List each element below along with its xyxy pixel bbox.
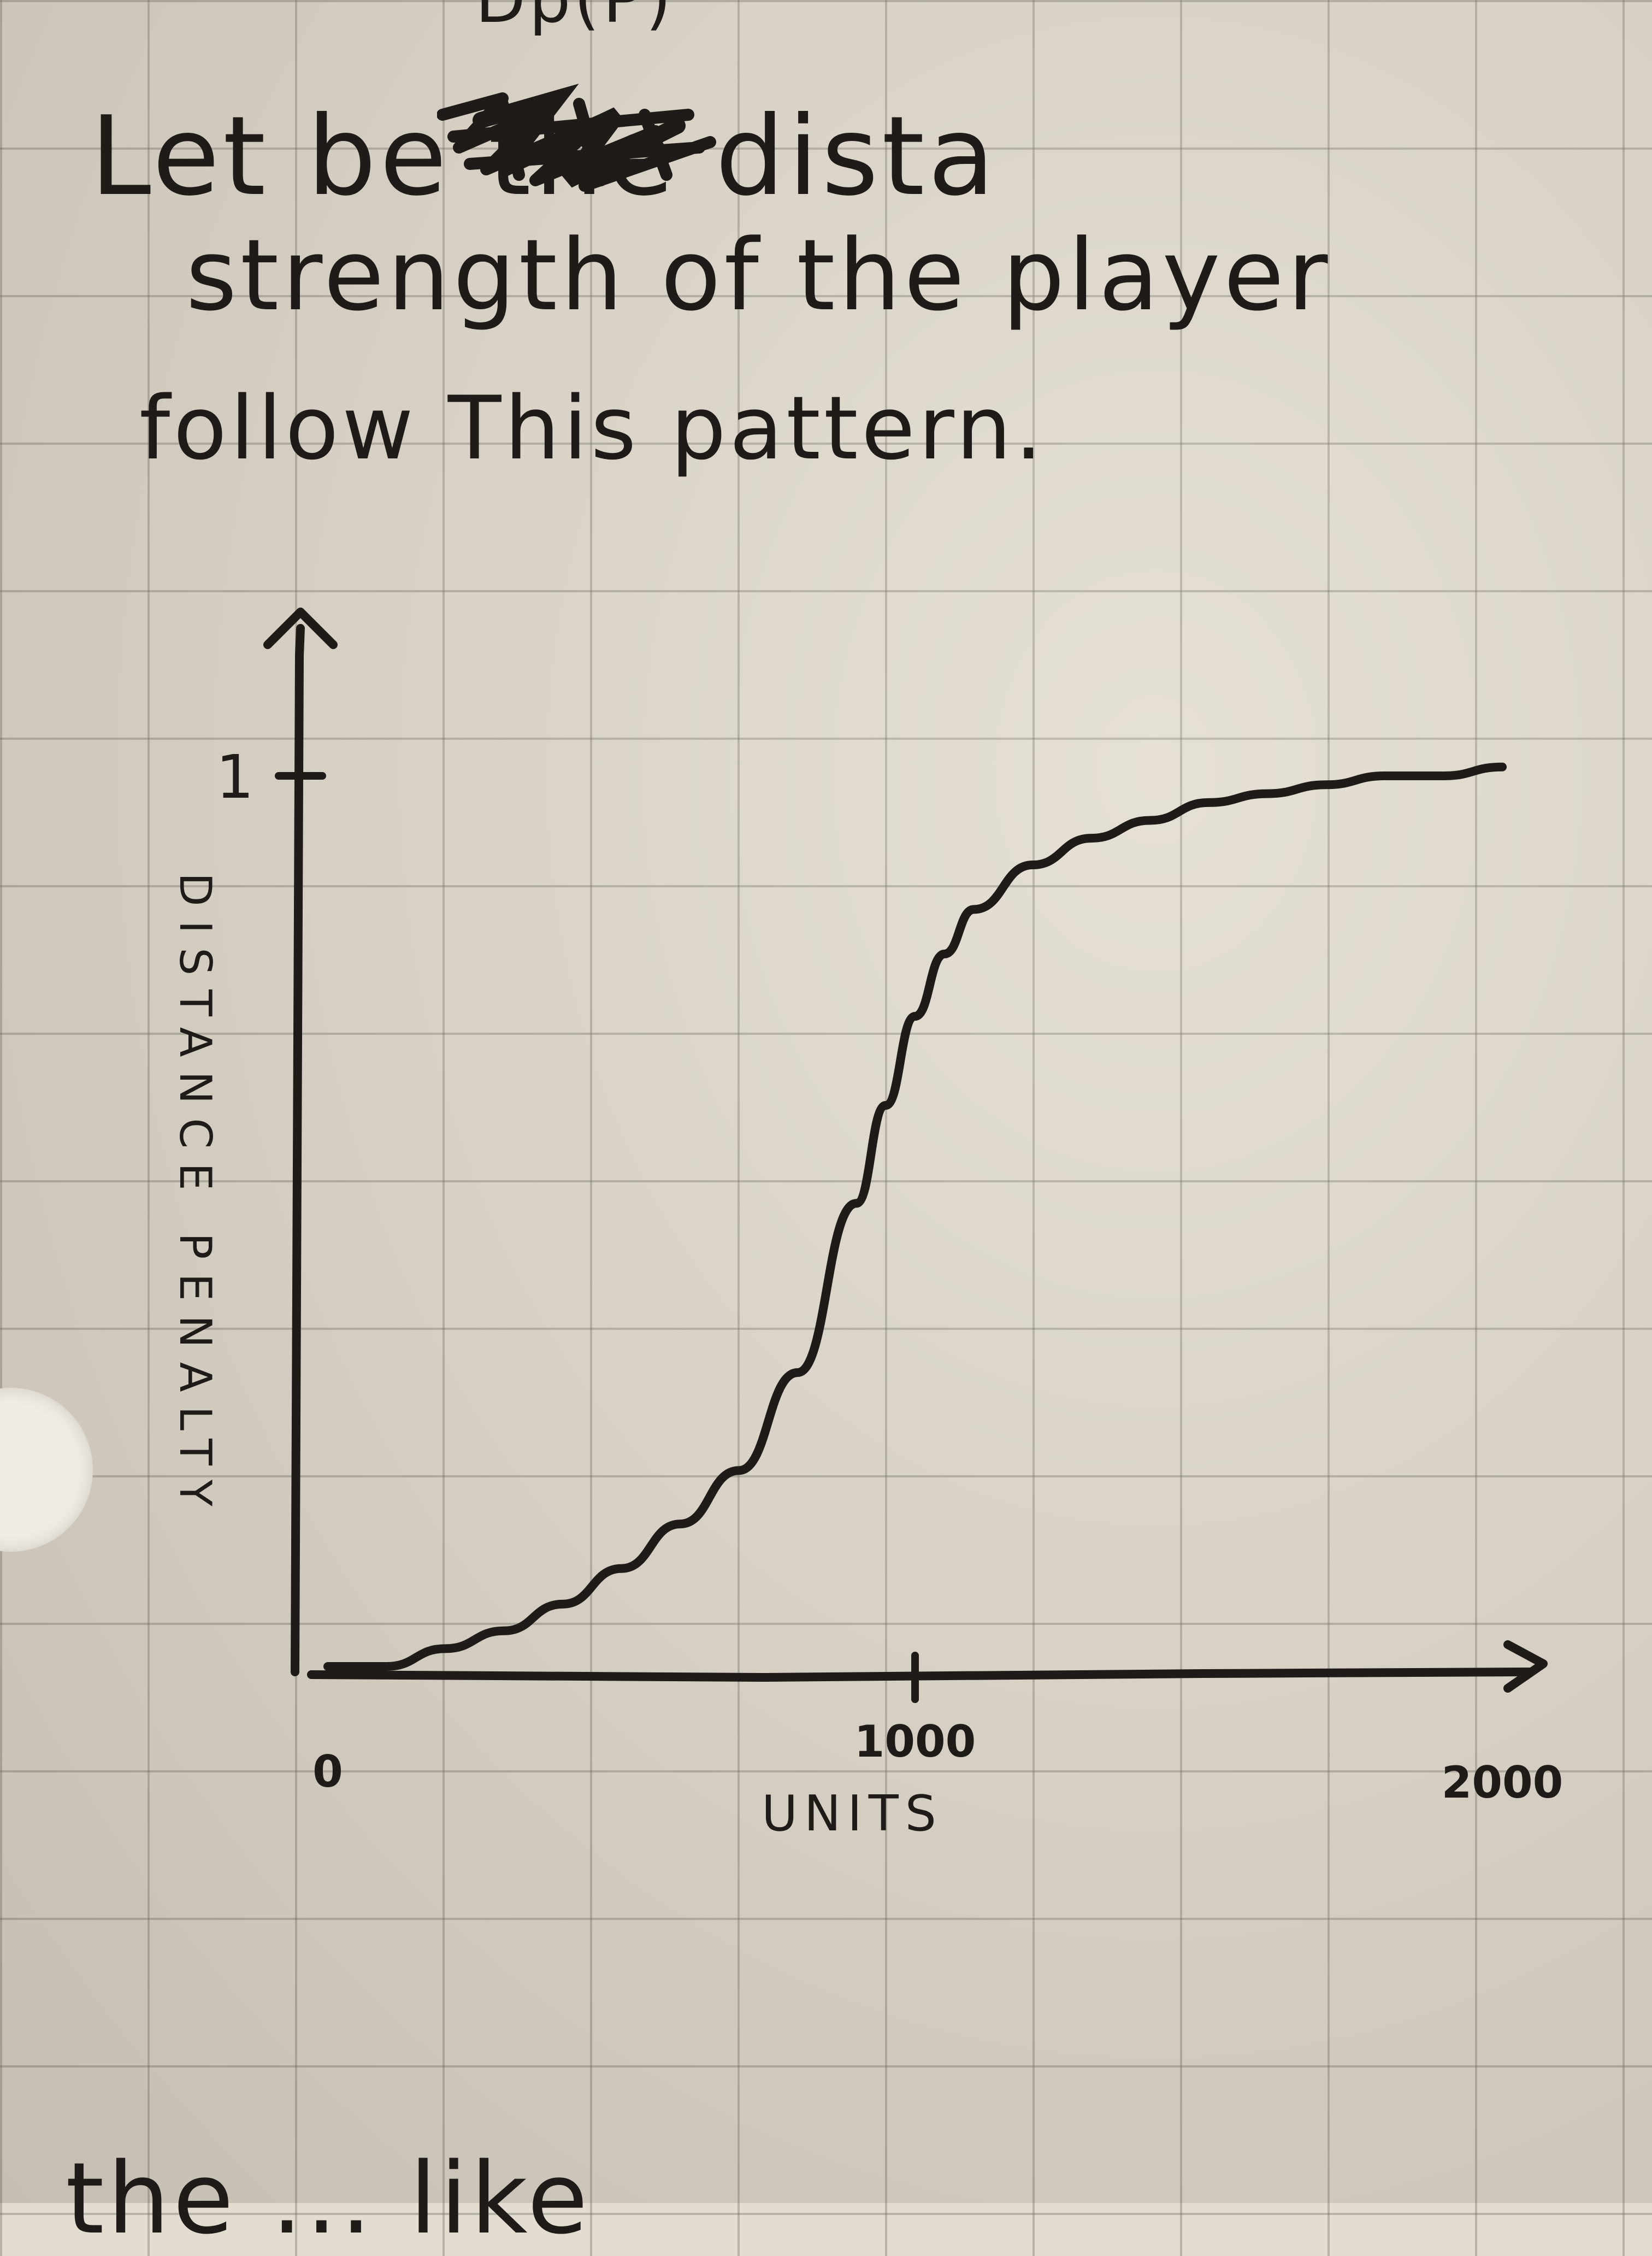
x-axis-label: UNITS xyxy=(762,1785,943,1842)
y-tick-label: 1 xyxy=(216,742,254,812)
chart-labels: 0 1000 2000 1 UNITS DISTANCE PENALTY xyxy=(170,742,1563,1842)
chart-axes xyxy=(263,608,1548,1693)
chart-series xyxy=(323,762,1507,1671)
note-line-3: follow This pattern. xyxy=(139,377,1046,479)
x-tick-label: 0 xyxy=(312,1746,343,1797)
note-line-2: strength of the player xyxy=(186,219,1331,333)
chart-ticks xyxy=(275,772,919,1703)
scribbled-out-text xyxy=(437,84,716,192)
x-axis-arrowhead xyxy=(1503,1640,1548,1693)
note-top-partial: Dp(P) xyxy=(475,0,675,38)
x-tick-label: 2000 xyxy=(1442,1757,1564,1808)
series-line xyxy=(323,762,1507,1671)
y-axis-line xyxy=(291,624,305,1676)
x-tick-label: 1000 xyxy=(854,1716,976,1767)
distance-penalty-chart: 0 1000 2000 1 UNITS DISTANCE PENALTY xyxy=(170,608,1563,1842)
x-axis-line xyxy=(307,1668,1534,1682)
y-axis-label: DISTANCE PENALTY xyxy=(170,873,221,1521)
y-axis-arrowhead xyxy=(263,608,338,649)
